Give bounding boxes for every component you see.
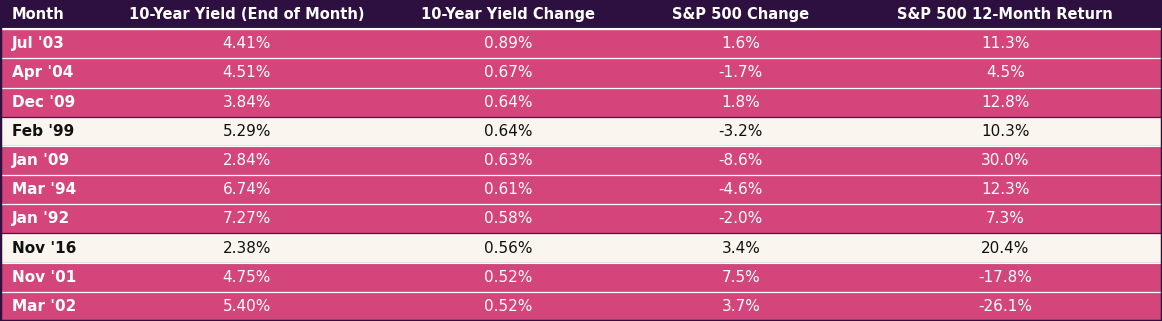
Text: -26.1%: -26.1% bbox=[978, 299, 1032, 314]
Text: 0.56%: 0.56% bbox=[485, 240, 532, 256]
Text: 0.52%: 0.52% bbox=[485, 270, 532, 285]
FancyBboxPatch shape bbox=[0, 88, 1162, 117]
FancyBboxPatch shape bbox=[0, 0, 1162, 29]
Text: Mar '02: Mar '02 bbox=[12, 299, 76, 314]
Text: 0.67%: 0.67% bbox=[485, 65, 532, 81]
Text: 0.89%: 0.89% bbox=[485, 36, 532, 51]
Text: Dec '09: Dec '09 bbox=[12, 95, 74, 110]
Text: 0.52%: 0.52% bbox=[485, 299, 532, 314]
FancyBboxPatch shape bbox=[0, 292, 1162, 321]
Text: 4.5%: 4.5% bbox=[985, 65, 1025, 81]
Text: 12.8%: 12.8% bbox=[981, 95, 1030, 110]
Text: Feb '99: Feb '99 bbox=[12, 124, 74, 139]
Text: 0.64%: 0.64% bbox=[485, 95, 532, 110]
Text: Apr '04: Apr '04 bbox=[12, 65, 73, 81]
Text: 10.3%: 10.3% bbox=[981, 124, 1030, 139]
Text: 5.40%: 5.40% bbox=[223, 299, 271, 314]
FancyBboxPatch shape bbox=[0, 117, 1162, 146]
Text: 3.84%: 3.84% bbox=[223, 95, 271, 110]
Text: 3.4%: 3.4% bbox=[722, 240, 760, 256]
Text: 0.63%: 0.63% bbox=[485, 153, 532, 168]
FancyBboxPatch shape bbox=[0, 233, 1162, 263]
Text: 0.58%: 0.58% bbox=[485, 211, 532, 226]
FancyBboxPatch shape bbox=[0, 146, 1162, 175]
Text: 7.3%: 7.3% bbox=[985, 211, 1025, 226]
Text: 1.6%: 1.6% bbox=[722, 36, 760, 51]
Text: Jul '03: Jul '03 bbox=[12, 36, 65, 51]
Text: Nov '16: Nov '16 bbox=[12, 240, 76, 256]
Text: Jan '09: Jan '09 bbox=[12, 153, 70, 168]
Text: -17.8%: -17.8% bbox=[978, 270, 1032, 285]
Text: Mar '94: Mar '94 bbox=[12, 182, 76, 197]
Text: -4.6%: -4.6% bbox=[718, 182, 763, 197]
Text: 10-Year Yield (End of Month): 10-Year Yield (End of Month) bbox=[129, 7, 365, 22]
Text: 7.27%: 7.27% bbox=[223, 211, 271, 226]
Text: 11.3%: 11.3% bbox=[981, 36, 1030, 51]
Text: 4.75%: 4.75% bbox=[223, 270, 271, 285]
Text: -3.2%: -3.2% bbox=[718, 124, 763, 139]
Text: 2.84%: 2.84% bbox=[223, 153, 271, 168]
Text: 5.29%: 5.29% bbox=[223, 124, 271, 139]
Text: 12.3%: 12.3% bbox=[981, 182, 1030, 197]
Text: -2.0%: -2.0% bbox=[718, 211, 763, 226]
FancyBboxPatch shape bbox=[0, 204, 1162, 233]
FancyBboxPatch shape bbox=[0, 263, 1162, 292]
Text: 20.4%: 20.4% bbox=[981, 240, 1030, 256]
Text: 0.64%: 0.64% bbox=[485, 124, 532, 139]
Text: Month: Month bbox=[12, 7, 64, 22]
FancyBboxPatch shape bbox=[0, 29, 1162, 58]
Text: 1.8%: 1.8% bbox=[722, 95, 760, 110]
Text: 0.61%: 0.61% bbox=[485, 182, 532, 197]
Text: 4.41%: 4.41% bbox=[223, 36, 271, 51]
Text: 6.74%: 6.74% bbox=[223, 182, 271, 197]
Text: 3.7%: 3.7% bbox=[722, 299, 760, 314]
Text: -1.7%: -1.7% bbox=[718, 65, 763, 81]
Text: 30.0%: 30.0% bbox=[981, 153, 1030, 168]
FancyBboxPatch shape bbox=[0, 58, 1162, 88]
Text: 7.5%: 7.5% bbox=[722, 270, 760, 285]
Text: S&P 500 12-Month Return: S&P 500 12-Month Return bbox=[897, 7, 1113, 22]
Text: Jan '92: Jan '92 bbox=[12, 211, 70, 226]
Text: 10-Year Yield Change: 10-Year Yield Change bbox=[422, 7, 595, 22]
Text: Nov '01: Nov '01 bbox=[12, 270, 76, 285]
Text: 2.38%: 2.38% bbox=[223, 240, 271, 256]
FancyBboxPatch shape bbox=[0, 175, 1162, 204]
Text: -8.6%: -8.6% bbox=[718, 153, 763, 168]
Text: S&P 500 Change: S&P 500 Change bbox=[672, 7, 810, 22]
Text: 4.51%: 4.51% bbox=[223, 65, 271, 81]
